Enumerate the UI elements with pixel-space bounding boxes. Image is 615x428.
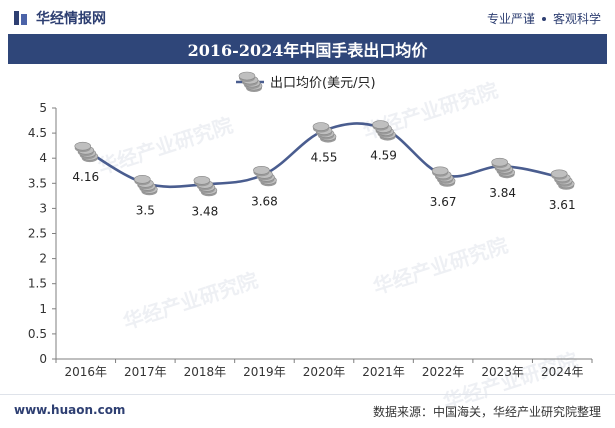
data-label: 3.48 [192, 204, 219, 218]
y-tick-label: 2 [39, 252, 47, 266]
data-label: 4.16 [72, 170, 99, 184]
legend-marker [238, 71, 263, 92]
data-point [193, 176, 218, 197]
data-label: 3.84 [489, 186, 516, 200]
y-tick-label: 5 [39, 101, 47, 115]
y-tick-label: 3.5 [28, 176, 47, 190]
data-label: 3.67 [430, 195, 457, 209]
data-label: 4.55 [311, 151, 338, 165]
y-tick-label: 3 [39, 201, 47, 215]
data-point [134, 175, 158, 196]
data-label: 4.59 [370, 149, 397, 163]
y-tick-label: 4 [39, 151, 47, 165]
data-point [74, 141, 99, 163]
logo-icon [14, 10, 28, 26]
slogan: 专业严谨 客观科学 [487, 10, 601, 27]
data-point [312, 122, 337, 143]
chart-title: 2016-2024年中国手表出口均价 [187, 41, 428, 60]
top-bar: 华经情报网 专业严谨 客观科学 [0, 0, 615, 34]
separator-dot-icon [541, 16, 546, 21]
y-tick-label: 0 [39, 352, 47, 366]
slogan-left: 专业严谨 [486, 12, 535, 26]
slogan-right: 客观科学 [552, 12, 601, 26]
data-label: 3.68 [251, 194, 278, 208]
data-point [253, 165, 277, 187]
x-tick-label: 2019年 [243, 365, 286, 379]
data-point [372, 120, 396, 141]
x-tick-label: 2018年 [184, 365, 227, 379]
x-tick-label: 2016年 [65, 365, 108, 379]
x-tick-label: 2021年 [362, 365, 405, 379]
title-bar: 2016-2024年中国手表出口均价 [8, 34, 607, 64]
x-tick-label: 2017年 [124, 365, 167, 379]
data-point [431, 166, 456, 187]
data-point [550, 169, 575, 190]
y-tick-label: 0.5 [28, 327, 47, 341]
x-tick-label: 2022年 [422, 365, 465, 379]
y-tick-label: 4.5 [28, 126, 47, 140]
legend-label: 出口均价(美元/只) [270, 76, 376, 91]
brand-name: 华经情报网 [36, 11, 106, 27]
site-url: www.huaon.com [14, 403, 126, 417]
data-source: 数据来源：中国海关，华经产业研究院整理 [372, 405, 601, 419]
x-tick-label: 2023年 [481, 365, 524, 379]
data-label: 3.61 [549, 198, 576, 212]
x-tick-label: 2024年 [541, 365, 584, 379]
brand: 华经情报网 [14, 8, 106, 28]
y-tick-label: 2.5 [28, 227, 47, 241]
data-point [491, 157, 515, 179]
y-tick-label: 1.5 [28, 277, 47, 291]
data-label: 3.5 [136, 203, 155, 217]
x-tick-label: 2020年 [303, 365, 346, 379]
y-tick-label: 1 [39, 302, 47, 316]
footer: www.huaon.com 数据来源：中国海关，华经产业研究院整理 [0, 394, 615, 428]
